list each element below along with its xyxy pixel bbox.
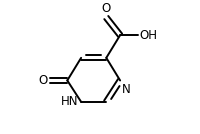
- Text: O: O: [38, 74, 47, 87]
- Text: O: O: [102, 2, 111, 15]
- Text: N: N: [121, 83, 130, 96]
- Text: OH: OH: [139, 29, 157, 42]
- Text: HN: HN: [61, 95, 79, 108]
